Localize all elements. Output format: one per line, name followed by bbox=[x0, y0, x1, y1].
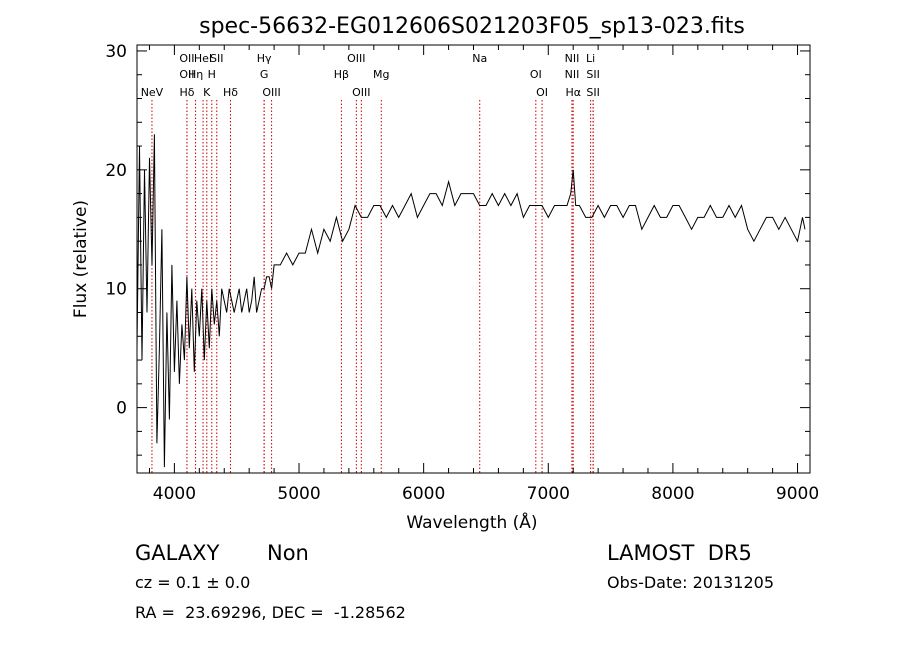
x-tick-label: 9000 bbox=[776, 484, 819, 504]
line-markers: NeVOIIOIIHδHηHeIHKSIIHδHγGOIIIHβOIIIOIII… bbox=[141, 52, 600, 473]
y-tick-label: 30 bbox=[105, 42, 127, 62]
obs-date: Obs-Date: 20131205 bbox=[607, 573, 775, 592]
survey-name: LAMOST DR5 bbox=[607, 541, 752, 565]
y-tick-label: 10 bbox=[105, 280, 127, 300]
marker-label: OII bbox=[179, 52, 194, 65]
marker-label: OIII bbox=[352, 86, 370, 99]
x-tick-label: 4000 bbox=[153, 484, 196, 504]
object-class: GALAXY bbox=[135, 541, 220, 565]
redshift-cz: cz = 0.1 ± 0.0 bbox=[135, 573, 251, 592]
y-tick-label: 20 bbox=[105, 161, 127, 181]
marker-label: NII bbox=[565, 52, 580, 65]
marker-label: Hδ bbox=[223, 86, 238, 99]
x-tick-label: 6000 bbox=[402, 484, 445, 504]
marker-label: OIII bbox=[262, 86, 280, 99]
marker-label: K bbox=[203, 86, 211, 99]
x-tick-label: 8000 bbox=[651, 484, 694, 504]
marker-label: SII bbox=[586, 86, 599, 99]
marker-label: Hδ bbox=[179, 86, 194, 99]
axes: 4000 5000 6000 7000 8000 9000 0 10 20 30 bbox=[105, 42, 819, 504]
marker-label: OIII bbox=[347, 52, 365, 65]
spectrum-line bbox=[136, 134, 806, 468]
marker-label: OI bbox=[530, 68, 542, 81]
x-tick-label: 7000 bbox=[527, 484, 570, 504]
marker-label: Hβ bbox=[334, 68, 349, 81]
marker-label: G bbox=[260, 68, 269, 81]
marker-label: HeI bbox=[194, 52, 212, 65]
marker-label: NII bbox=[565, 68, 580, 81]
x-tick-label: 5000 bbox=[277, 484, 320, 504]
y-tick-label: 0 bbox=[116, 399, 127, 419]
marker-label: Hη bbox=[188, 68, 203, 81]
marker-label: Hα bbox=[565, 86, 581, 99]
plot-frame bbox=[136, 44, 811, 474]
marker-label: Mg bbox=[373, 68, 389, 81]
x-axis-label: Wavelength (Å) bbox=[406, 511, 537, 533]
marker-label: Li bbox=[586, 52, 595, 65]
marker-label: NeV bbox=[141, 86, 164, 99]
marker-label: SII bbox=[210, 52, 223, 65]
marker-label: OI bbox=[536, 86, 548, 99]
chart-title: spec-56632-EG012606S021203F05_sp13-023.f… bbox=[199, 14, 745, 39]
marker-label: Hγ bbox=[257, 52, 272, 65]
coordinates: RA = 23.69296, DEC = -1.28562 bbox=[135, 603, 406, 622]
marker-label: SII bbox=[586, 68, 599, 81]
y-axis-label: Flux (relative) bbox=[71, 200, 91, 318]
marker-label: H bbox=[208, 68, 216, 81]
marker-label: Na bbox=[472, 52, 487, 65]
object-subclass: Non bbox=[267, 541, 309, 565]
marker-label: OII bbox=[179, 68, 194, 81]
